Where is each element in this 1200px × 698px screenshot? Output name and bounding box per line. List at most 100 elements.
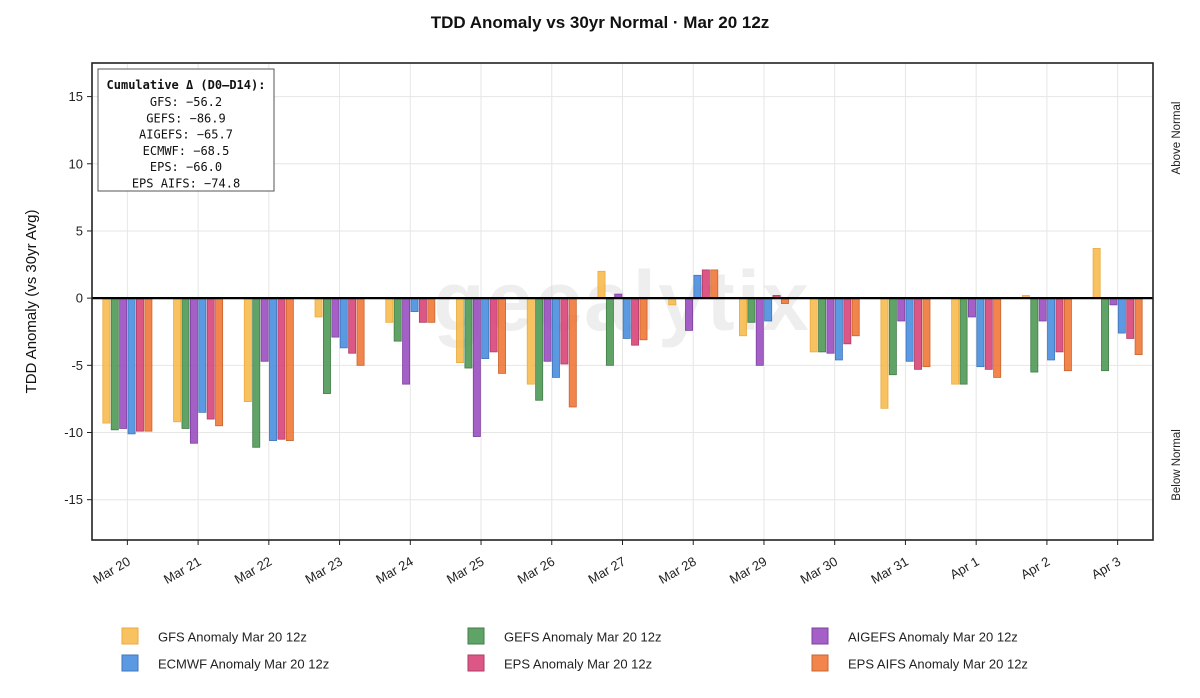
bar-eps-7 [639,297,648,341]
x-tick-label: Mar 26 [515,554,558,587]
cumulative-box-frame [97,68,275,192]
bar-gefs-9 [747,297,756,323]
bar-eps-14 [1126,297,1135,339]
bar-eps-13 [1055,297,1064,353]
x-tick-label: Mar 20 [90,554,133,587]
bar-gfs-6 [526,297,535,385]
bar-gefs-5 [464,297,473,369]
bar-gefs-11 [888,297,897,376]
x-tick-label: Mar 30 [798,554,841,587]
bar-ecmwf-12 [976,297,985,368]
bar-ecmwf-14 [1117,297,1126,334]
bar-ecmwf-4 [410,297,419,312]
bar-eps-1 [206,297,215,420]
bar-ecmwf-0 [127,297,136,435]
legend-label: GFS Anomaly Mar 20 12z [158,630,307,645]
legend-swatch [121,627,139,645]
bar-eps-12 [984,297,993,370]
bar-eps-7 [631,297,640,346]
bar-gfs-9 [739,297,747,337]
bar-gfs-0 [102,297,111,424]
bar-eps-8 [701,269,710,299]
legend-label: EPS AIFS Anomaly Mar 20 12z [848,657,1028,672]
bar-gfs-14 [1092,248,1101,299]
bar-gefs-13 [1030,297,1039,373]
chart-title: TDD Anomaly vs 30yr Normal · Mar 20 12z [431,13,770,32]
cumulative-delta-box: Cumulative Δ (D0–D14): GFS: −56.2 GEFS: −8… [97,68,275,192]
bar-eps-0 [136,297,144,432]
bar-gfs-12 [951,297,960,385]
y-tick-label: 0 [76,291,83,306]
bar-aigefs-13 [1038,297,1047,322]
bar-aigefs-12 [968,297,976,318]
y-tick-label: 5 [76,223,83,238]
x-tick-label: Mar 25 [444,554,487,587]
bar-gefs-4 [393,297,402,342]
bar-eps-3 [356,297,365,366]
cumulative-box-line: GFS: −56.2 [150,95,222,109]
bar-eps-5 [489,297,498,353]
bar-gefs-14 [1101,297,1109,372]
bar-ecmwf-7 [622,297,631,339]
grid [92,63,1153,540]
bar-gfs-10 [809,297,818,353]
cumulative-box-line: AIGEFS: −65.7 [139,128,233,142]
bar-gfs-5 [456,297,464,364]
legend-label: AIGEFS Anomaly Mar 20 12z [848,630,1018,645]
x-tick-label: Mar 24 [373,554,416,587]
bar-gefs-10 [818,297,827,353]
bar-eps-10 [843,297,852,345]
y-axis-label: TDD Anomaly (vs 30yr Avg) [23,210,40,394]
bar-eps-10 [851,297,860,337]
bar-eps-8 [710,269,719,299]
bar-eps-6 [568,297,577,408]
legend-swatch [811,627,829,645]
bar-eps-6 [560,297,569,365]
bar-eps-4 [418,297,427,323]
bar-eps-13 [1063,297,1072,372]
bar-ecmwf-1 [198,297,207,413]
bar-eps-1 [215,297,224,427]
x-tick-label: Apr 2 [1018,554,1052,583]
bar-gfs-4 [385,297,394,323]
bar-gefs-0 [110,297,119,431]
legend-swatch [467,627,485,645]
cumulative-box-line: EPS AIFS: −74.8 [132,177,240,191]
x-tick-label: Mar 21 [161,554,204,587]
bar-aigefs-8 [685,297,693,331]
bar-eps-14 [1134,297,1143,355]
bar-eps-5 [498,297,506,374]
x-tick-label: Mar 31 [868,554,911,587]
bar-ecmwf-10 [834,297,843,361]
x-tick-label: Apr 1 [947,554,981,583]
bar-aigefs-1 [189,297,198,444]
bar-ecmwf-11 [905,297,914,362]
bar-gefs-3 [323,297,331,394]
bar-eps-2 [285,297,294,441]
bar-gefs-1 [181,297,190,429]
bar-eps-11 [914,297,922,370]
x-tick-label: Mar 22 [232,554,275,587]
above-normal-label: Above Normal [1171,102,1183,175]
below-normal-label: Below Normal [1171,429,1183,501]
bar-aigefs-2 [260,297,269,362]
x-tick-label: Mar 23 [303,554,346,587]
bar-aigefs-11 [897,297,906,322]
bar-eps-0 [144,297,153,432]
x-tick-label: Apr 3 [1089,554,1123,583]
bar-eps-11 [922,297,931,368]
bar-ecmwf-3 [339,297,348,349]
legend-swatch [467,654,485,672]
bar-eps-2 [277,297,286,440]
legend: GFS Anomaly Mar 20 12z GEFS Anomaly Mar 2… [121,627,1028,672]
legend-label: GEFS Anomaly Mar 20 12z [504,630,662,645]
bar-gefs-7 [605,297,614,366]
cumulative-box-title: Cumulative Δ (D0–D14): [107,78,266,92]
bar-eps-3 [348,297,357,354]
bar-ecmwf-5 [481,297,490,360]
bar-aigefs-10 [826,297,835,354]
bar-eps-4 [427,297,436,323]
legend-swatch [121,654,139,672]
cumulative-box-line: GEFS: −86.9 [146,111,225,125]
